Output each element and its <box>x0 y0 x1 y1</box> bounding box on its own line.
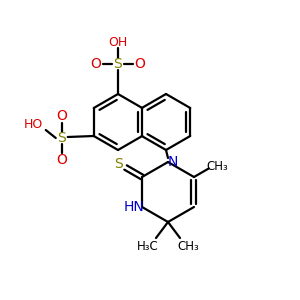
Text: S: S <box>114 57 122 71</box>
Text: O: O <box>91 57 101 71</box>
Text: CH₃: CH₃ <box>206 160 228 173</box>
Text: CH₃: CH₃ <box>177 239 199 253</box>
Text: HN: HN <box>124 200 144 214</box>
Text: H₃C: H₃C <box>137 239 159 253</box>
Text: O: O <box>56 153 67 167</box>
Text: O: O <box>135 57 146 71</box>
Text: HO: HO <box>24 118 44 130</box>
Text: S: S <box>57 131 66 145</box>
Text: N: N <box>168 155 178 169</box>
Text: S: S <box>114 157 123 170</box>
Text: O: O <box>56 109 67 123</box>
Text: OH: OH <box>108 35 128 49</box>
